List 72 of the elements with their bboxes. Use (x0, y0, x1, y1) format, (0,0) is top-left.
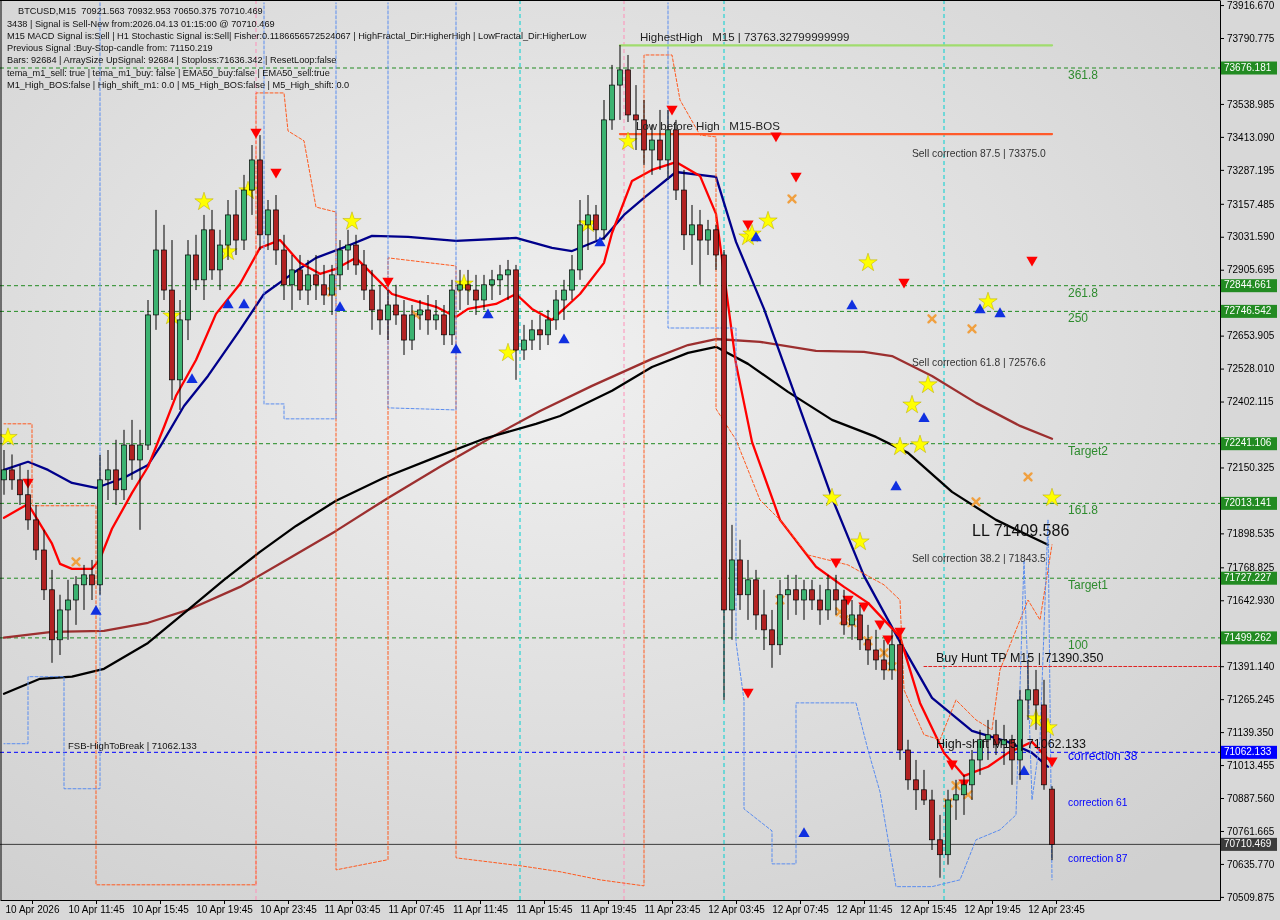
y-tick-label: 71265.245 (1227, 693, 1275, 705)
annotation: 100 (1068, 637, 1089, 652)
ref-line-label: 71499.262 (1224, 631, 1272, 643)
ref-line-label: 72241.106 (1224, 437, 1272, 449)
y-tick-label: 71139.350 (1227, 726, 1274, 738)
ref-line-label: 71727.227 (1224, 571, 1272, 583)
y-tick-label: 73538.985 (1227, 98, 1275, 110)
x-tick-label: 12 Apr 23:45 (1028, 904, 1086, 916)
annotation: 250 (1068, 311, 1089, 326)
x-tick-label: 12 Apr 15:45 (900, 904, 958, 916)
y-tick-label: 72905.695 (1227, 264, 1275, 276)
annotation: M15 MACD Signal is:Sell | H1 Stochastic Signal is:Sell| Fisher:0.1186656572524067 | HighFractal_Dir:HigherHigh | LowFractal_Dir:HigherLow (7, 30, 587, 41)
y-tick-label: 70635.770 (1227, 858, 1275, 870)
y-tick-label: 70887.560 (1227, 792, 1275, 804)
annotation: 3438 | Signal is Sell-New from:2026.04.13 01:15:00 @ 70710.469 (7, 18, 275, 29)
annotation: M1_High_BOS:false | High_shift_m1: 0.0 | M5_High_BOS:false | M5_High_shift: 0.0 (7, 80, 350, 90)
y-tick-label: 72653.905 (1227, 330, 1275, 342)
x-tick-label: 11 Apr 07:45 (388, 904, 445, 916)
annotation: Sell correction 61.8 | 72576.6 (912, 357, 1047, 368)
annotation: Previous Signal :Buy-Stop-candle from: 71150.219 (7, 43, 213, 54)
y-tick-label: 71013.455 (1227, 759, 1275, 771)
y-tick-label: 70761.665 (1227, 825, 1275, 837)
y-tick-label: 71768.825 (1227, 562, 1275, 574)
x-tick-label: 10 Apr 15:45 (132, 904, 190, 916)
x-tick-label: 10 Apr 11:45 (68, 904, 125, 916)
y-tick-label: 71391.140 (1227, 660, 1275, 672)
y-tick-label: 73157.485 (1227, 198, 1275, 210)
annotation: tema_m1_sell: true | tema_m1_buy: false | EMA50_buy:false | EMA50_sell:true (7, 67, 330, 78)
x-tick-label: 11 Apr 11:45 (452, 904, 509, 916)
y-tick-label: 73790.775 (1227, 32, 1275, 44)
ref-line-label: 72746.542 (1224, 305, 1272, 317)
annotation: Sell correction 38.2 | 71843.5 (912, 553, 1047, 564)
annotation: Target2 (1068, 443, 1109, 458)
annotation: 261.8 (1068, 285, 1099, 300)
annotation: HighestHigh M15 | 73763.32799999999 (640, 31, 850, 44)
x-tick-label: 11 Apr 23:45 (644, 904, 701, 916)
x-tick-label: 10 Apr 19:45 (196, 904, 254, 916)
y-tick-label: 72150.325 (1227, 462, 1275, 474)
y-tick-label: 71898.535 (1227, 528, 1275, 540)
annotation: Target1 (1068, 578, 1109, 593)
ref-line-label: 71062.133 (1224, 745, 1272, 757)
y-tick-label: 73916.670 (1227, 0, 1275, 11)
annotation: Bars: 92684 | ArraySize UpSignal: 92684 | Stoploss:71636.342 | ResetLoop:false (7, 55, 337, 66)
annotation: correction 87 (1068, 853, 1128, 864)
annotation: Buy Hunt TP M15 | 71390.350 (936, 651, 1104, 666)
y-tick-label: 72402.115 (1227, 396, 1274, 408)
ref-line-label: 72013.141 (1224, 497, 1272, 509)
annotation: Sell correction 87.5 | 73375.0 (912, 148, 1047, 159)
annotation: 161.8 (1068, 503, 1099, 518)
y-tick-label: 73287.195 (1227, 164, 1275, 176)
y-tick-label: 71642.930 (1227, 594, 1275, 606)
x-tick-label: 12 Apr 07:45 (772, 904, 830, 916)
ref-line-label: 72844.661 (1224, 279, 1272, 291)
y-tick-label: 72528.010 (1227, 363, 1275, 375)
y-tick-label: 70509.875 (1227, 891, 1275, 903)
x-tick-label: 11 Apr 15:45 (516, 904, 573, 916)
annotation: correction 61 (1068, 797, 1128, 808)
x-tick-label: 12 Apr 11:45 (836, 904, 893, 916)
text: BTCUSD,M15 70921.563 70932.953 70650.375 70710.469 (18, 5, 263, 16)
x-tick-label: 12 Apr 19:45 (964, 904, 1022, 916)
annotation: correction 38 (1068, 749, 1138, 764)
x-tick-label: 11 Apr 03:45 (324, 904, 381, 916)
x-tick-label: 10 Apr 2026 (5, 904, 60, 916)
x-tick-label: 12 Apr 03:45 (708, 904, 766, 916)
annotation: 361.8 (1068, 68, 1099, 83)
x-tick-label: 11 Apr 19:45 (580, 904, 637, 916)
annotation: FSB-HighToBreak | 71062.133 (68, 740, 197, 752)
ref-line-label: 73676.181 (1224, 61, 1272, 73)
y-tick-label: 73413.090 (1227, 131, 1275, 143)
ref-line-label: 70710.469 (1224, 838, 1272, 850)
y-tick-label: 73031.590 (1227, 231, 1275, 243)
x-tick-label: 10 Apr 23:45 (260, 904, 318, 916)
